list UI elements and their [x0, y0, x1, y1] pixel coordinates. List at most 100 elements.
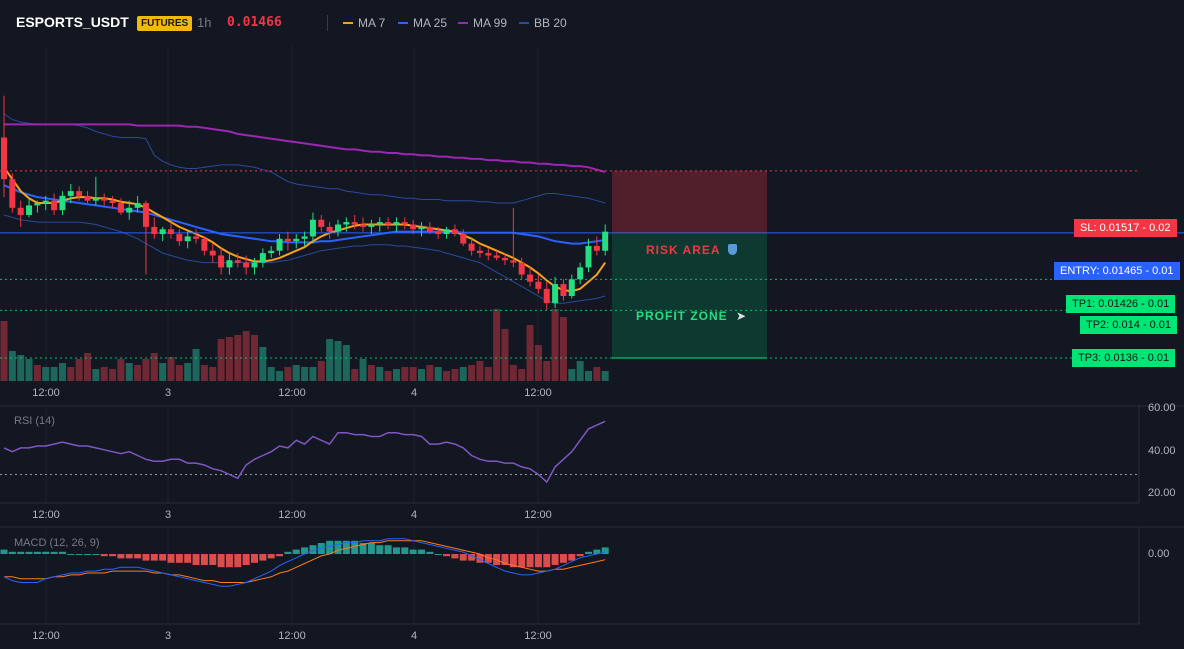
macd-hist-bar — [359, 543, 367, 554]
volume-bar — [276, 371, 284, 381]
rsi-title: RSI (14) — [14, 415, 55, 427]
volume-bar — [92, 369, 100, 381]
profit-zone-label: PROFIT ZONE ➤ — [636, 309, 747, 323]
candle-body — [101, 198, 108, 201]
symbol-name[interactable]: ESPORTS_USDT — [16, 14, 129, 30]
volume-bar — [301, 367, 309, 381]
candle-body — [176, 234, 183, 242]
volume-bar — [209, 367, 217, 381]
candle-body — [109, 200, 116, 204]
bb-upper-line — [3, 113, 606, 204]
macd-hist-bar — [309, 545, 317, 554]
risk-zone — [612, 170, 767, 233]
legend-ma25[interactable]: MA 25 — [398, 16, 447, 30]
candle-body — [276, 238, 283, 251]
volume-bar — [25, 359, 33, 381]
candle-body — [426, 226, 433, 232]
volume-bar — [601, 371, 609, 381]
macd-hist-bar — [217, 554, 225, 568]
macd-hist-bar — [159, 554, 167, 561]
timeframe-label[interactable]: 1h — [197, 15, 212, 30]
volume-bar — [117, 359, 125, 381]
volume-bar — [84, 353, 91, 381]
macd-hist-bar — [518, 554, 526, 568]
volume-bar — [359, 359, 367, 381]
macd-hist-bar — [376, 545, 384, 554]
volume-bar — [8, 351, 16, 381]
volume-bar — [259, 347, 267, 381]
volume-bar — [42, 367, 50, 381]
volume-bar — [0, 321, 8, 381]
ma99-line — [4, 123, 606, 173]
candle-body — [568, 279, 575, 297]
legend-bb20[interactable]: BB 20 — [519, 16, 567, 30]
volume-bar — [200, 365, 208, 381]
volume-bar — [242, 331, 250, 381]
macd-hist-bar — [8, 551, 16, 554]
macd-hist-bar — [543, 554, 551, 568]
candle-body — [134, 203, 141, 208]
time-label-1-0: 12:00 — [32, 509, 60, 521]
macd-hist-bar — [301, 547, 309, 554]
macd-hist-bar — [276, 554, 284, 557]
candle-body — [26, 205, 33, 215]
volume-bar — [418, 369, 425, 381]
candle-body — [510, 260, 517, 263]
entry-tag[interactable]: ENTRY: 0.01465 - 0.01 — [1054, 262, 1180, 280]
candle-body — [351, 222, 358, 225]
volume-bar — [576, 361, 584, 381]
macd-hist-bar — [551, 554, 559, 565]
volume-bar — [384, 371, 392, 381]
tp1-tag[interactable]: TP1: 0.01426 - 0.01 — [1066, 295, 1176, 313]
macd-hist-bar — [234, 554, 242, 568]
macd-signal-line — [4, 540, 606, 583]
volume-bar — [367, 365, 375, 381]
macd-hist-bar — [476, 554, 484, 563]
ma99-swatch — [458, 21, 468, 24]
volume-bar — [284, 367, 292, 381]
macd-hist-bar — [459, 554, 467, 561]
sl-tag[interactable]: SL: 0.01517 - 0.02 — [1074, 219, 1177, 237]
tp2-tag[interactable]: TP2: 0.014 - 0.01 — [1080, 316, 1177, 334]
tp3-tag[interactable]: TP3: 0.0136 - 0.01 — [1072, 349, 1176, 367]
volume-bar — [125, 363, 133, 381]
legend-ma7[interactable]: MA 7 — [343, 16, 385, 30]
volume-bar — [142, 359, 150, 381]
volume-bar — [33, 365, 41, 381]
candle-body — [318, 219, 325, 227]
macd-hist-bar — [175, 554, 183, 563]
candle-body — [42, 200, 49, 204]
volume-bar — [434, 367, 442, 381]
candle-body — [418, 226, 425, 230]
volume-bar — [184, 363, 192, 381]
macd-hist-bar — [67, 554, 75, 555]
time-label-2-2: 12:00 — [278, 630, 306, 642]
candle-body — [201, 238, 208, 251]
macd-hist-bar — [75, 554, 83, 555]
macd-hist-bar — [267, 554, 275, 559]
volume-bar — [342, 345, 350, 381]
candle-body — [343, 222, 350, 225]
volume-bar — [225, 337, 233, 381]
volume-bar — [351, 369, 359, 381]
macd-hist-bar — [109, 554, 117, 557]
candle-body — [393, 222, 400, 225]
time-label-1-2: 12:00 — [278, 509, 306, 521]
time-label-2-1: 3 — [165, 630, 171, 642]
legend-ma99-label: MA 99 — [473, 16, 508, 30]
candle-body — [59, 195, 66, 211]
time-label-1-4: 12:00 — [524, 509, 552, 521]
profit-zone-text: PROFIT ZONE — [636, 309, 728, 323]
volume-bar — [426, 365, 434, 381]
macd-hist-bar — [167, 554, 175, 563]
candle-body — [1, 137, 7, 180]
header-divider — [327, 15, 328, 31]
macd-hist-bar — [150, 554, 158, 561]
macd-hist-bar — [50, 551, 58, 554]
candle-body — [460, 234, 467, 244]
legend-ma25-label: MA 25 — [413, 16, 448, 30]
rsi-tick-2: 20.00 — [1148, 487, 1176, 499]
time-label-0-2: 12:00 — [278, 387, 306, 399]
legend-ma99[interactable]: MA 99 — [458, 16, 507, 30]
